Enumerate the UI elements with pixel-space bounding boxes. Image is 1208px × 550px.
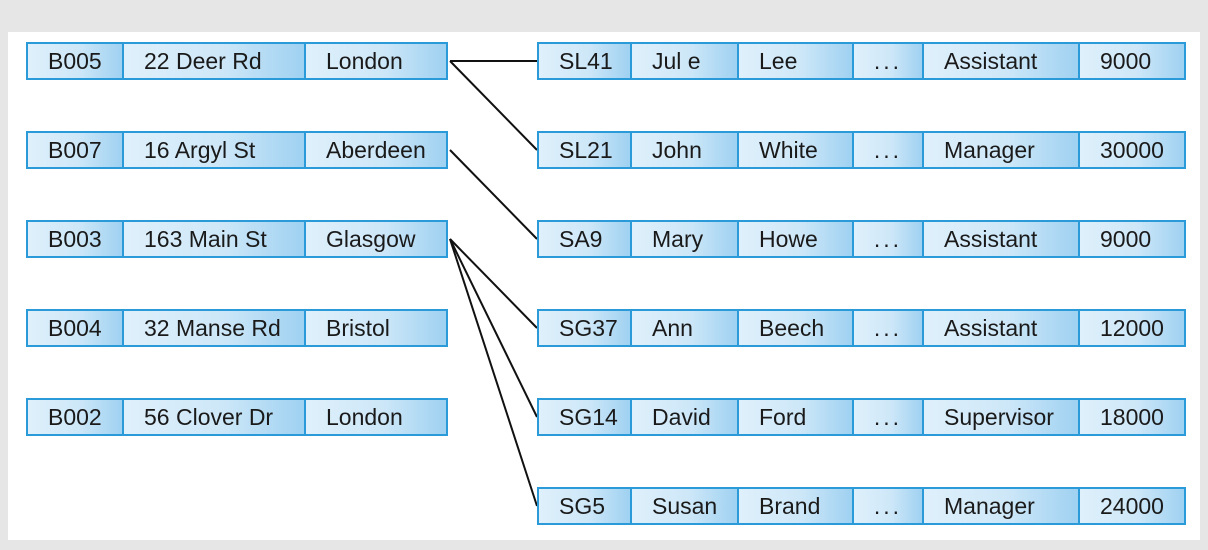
staff-position: Manager	[924, 489, 1080, 523]
staff-fname: Susan	[632, 489, 739, 523]
staff-lname: White	[739, 133, 854, 167]
staff-ellipsis: ...	[854, 133, 924, 167]
branch-record: B002 56 Clover Dr London	[26, 398, 448, 436]
branch-record: B003 163 Main St Glasgow	[26, 220, 448, 258]
branch-no: B007	[28, 133, 124, 167]
relationship-line	[449, 238, 538, 418]
staff-no: SL21	[539, 133, 632, 167]
branch-no: B002	[28, 400, 124, 434]
staff-record: SG5 Susan Brand ... Manager 24000	[537, 487, 1186, 525]
staff-lname: Brand	[739, 489, 854, 523]
staff-fname: David	[632, 400, 739, 434]
branch-street: 22 Deer Rd	[124, 44, 306, 78]
staff-record: SA9 Mary Howe ... Assistant 9000	[537, 220, 1186, 258]
staff-position: Manager	[924, 133, 1080, 167]
staff-fname: John	[632, 133, 739, 167]
branch-record: B004 32 Manse Rd Bristol	[26, 309, 448, 347]
staff-no: SG37	[539, 311, 632, 345]
staff-fname: Mary	[632, 222, 739, 256]
staff-ellipsis: ...	[854, 222, 924, 256]
staff-position: Supervisor	[924, 400, 1080, 434]
staff-position: Assistant	[924, 44, 1080, 78]
staff-lname: Howe	[739, 222, 854, 256]
branch-no: B003	[28, 222, 124, 256]
staff-lname: Lee	[739, 44, 854, 78]
branch-record: B005 22 Deer Rd London	[26, 42, 448, 80]
branch-street: 16 Argyl St	[124, 133, 306, 167]
branch-city: London	[306, 400, 446, 434]
branch-no: B004	[28, 311, 124, 345]
staff-record: SL21 John White ... Manager 30000	[537, 131, 1186, 169]
staff-record: SG37 Ann Beech ... Assistant 12000	[537, 309, 1186, 347]
staff-lname: Beech	[739, 311, 854, 345]
branch-no: B005	[28, 44, 124, 78]
staff-salary: 9000	[1080, 44, 1184, 78]
staff-ellipsis: ...	[854, 400, 924, 434]
staff-salary: 24000	[1080, 489, 1184, 523]
branch-street: 163 Main St	[124, 222, 306, 256]
staff-salary: 12000	[1080, 311, 1184, 345]
branch-record: B007 16 Argyl St Aberdeen	[26, 131, 448, 169]
panel-bottom-border	[0, 540, 1208, 550]
branch-city: Glasgow	[306, 222, 446, 256]
relationship-line	[449, 238, 538, 329]
staff-record: SG14 David Ford ... Supervisor 18000	[537, 398, 1186, 436]
staff-ellipsis: ...	[854, 311, 924, 345]
staff-ellipsis: ...	[854, 489, 924, 523]
staff-fname: Jul e	[632, 44, 739, 78]
staff-ellipsis: ...	[854, 44, 924, 78]
staff-no: SL41	[539, 44, 632, 78]
branch-street: 32 Manse Rd	[124, 311, 306, 345]
staff-position: Assistant	[924, 222, 1080, 256]
branch-street: 56 Clover Dr	[124, 400, 306, 434]
staff-fname: Ann	[632, 311, 739, 345]
staff-salary: 30000	[1080, 133, 1184, 167]
staff-no: SG5	[539, 489, 632, 523]
staff-no: SA9	[539, 222, 632, 256]
relationship-line	[449, 60, 538, 151]
diagram-panel	[8, 0, 1200, 550]
staff-no: SG14	[539, 400, 632, 434]
branch-city: London	[306, 44, 446, 78]
staff-salary: 18000	[1080, 400, 1184, 434]
staff-salary: 9000	[1080, 222, 1184, 256]
staff-record: SL41 Jul e Lee ... Assistant 9000	[537, 42, 1186, 80]
branch-city: Aberdeen	[306, 133, 446, 167]
branch-city: Bristol	[306, 311, 446, 345]
relationship-line	[449, 238, 538, 507]
relationship-line	[449, 149, 538, 240]
staff-position: Assistant	[924, 311, 1080, 345]
staff-lname: Ford	[739, 400, 854, 434]
